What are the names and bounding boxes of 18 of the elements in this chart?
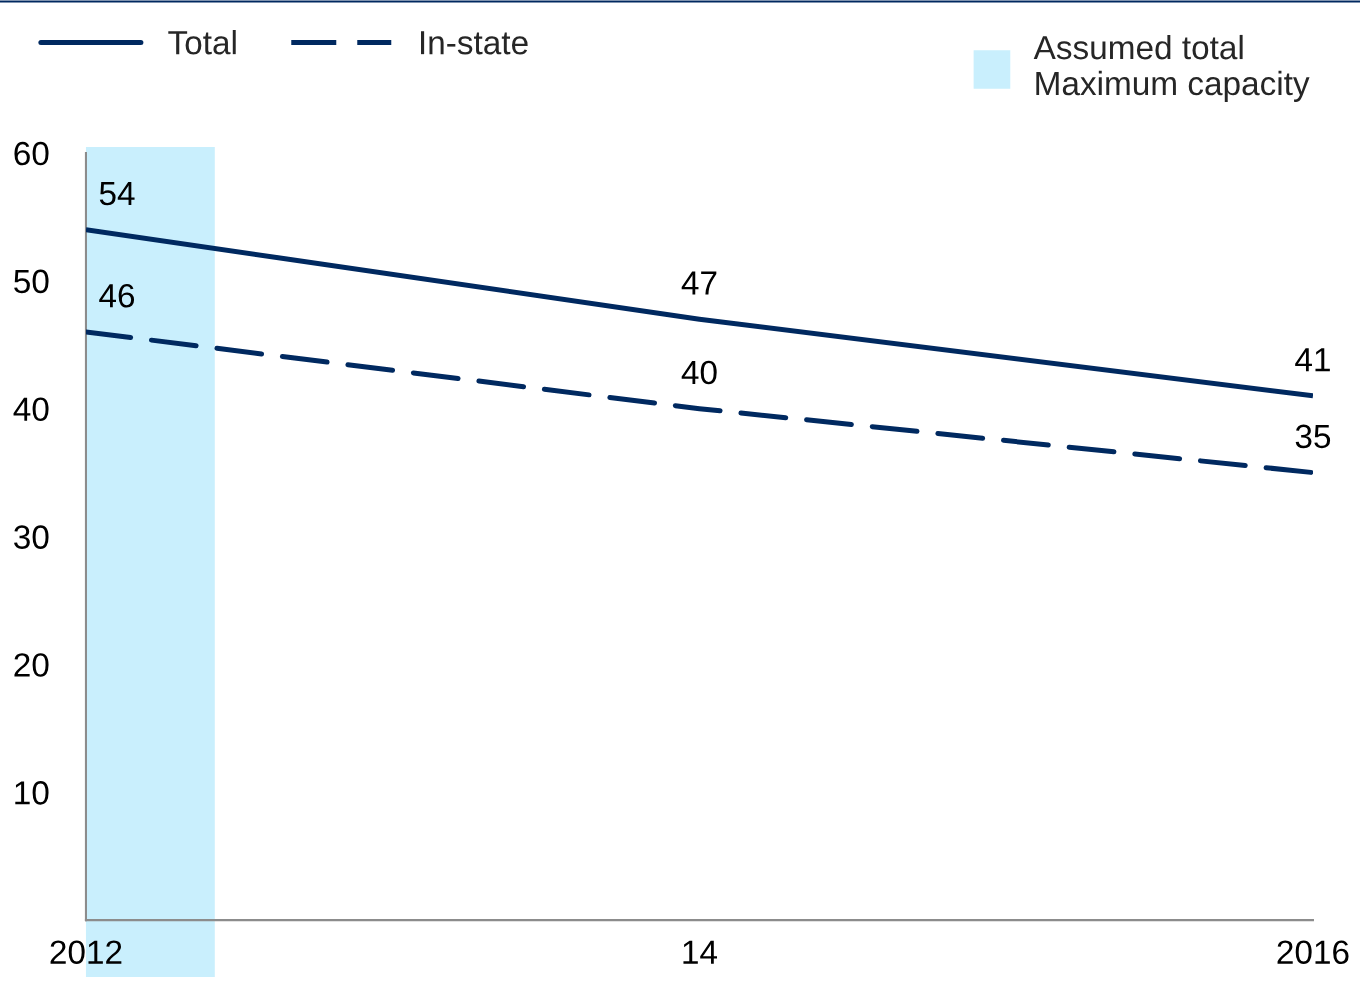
legend-label: In-state <box>421 31 528 55</box>
x-tick-label: 2012 <box>50 940 122 965</box>
y-tick-label: 30 <box>14 525 49 549</box>
data-label: 54 <box>99 182 135 206</box>
y-tick-label: 10 <box>15 781 49 805</box>
legend-label: Assumed total Maximum capacity <box>1033 34 1310 102</box>
data-label: 40 <box>681 360 717 385</box>
y-tick-label: 60 <box>14 141 49 166</box>
y-tick-label: 20 <box>14 653 49 677</box>
legend-label: Total <box>168 30 236 55</box>
y-tick-label: 40 <box>13 397 49 422</box>
y-tick-label: 50 <box>14 269 49 294</box>
data-label: 47 <box>681 271 717 295</box>
data-label: 35 <box>1295 424 1331 449</box>
x-tick-label: 14 <box>683 940 718 964</box>
data-label: 41 <box>1295 348 1330 372</box>
data-label: 46 <box>99 283 135 308</box>
x-tick-label: 2016 <box>1277 940 1349 965</box>
